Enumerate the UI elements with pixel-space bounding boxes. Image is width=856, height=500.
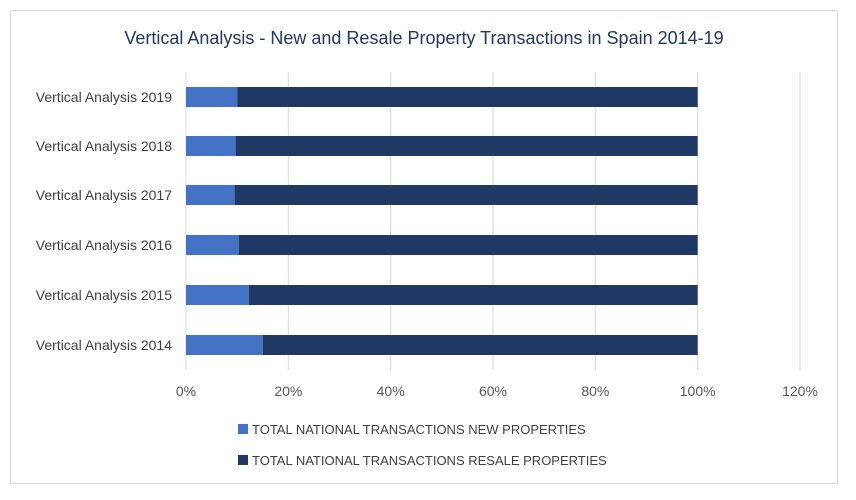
- legend: TOTAL NATIONAL TRANSACTIONS NEW PROPERTI…: [238, 422, 607, 468]
- bar-new-properties: [186, 285, 249, 305]
- bar-new-properties: [186, 136, 236, 156]
- x-tick-label: 20%: [274, 383, 302, 399]
- bars: [186, 87, 698, 355]
- chart-title: Vertical Analysis - New and Resale Prope…: [124, 28, 723, 48]
- x-tick-label: 80%: [581, 383, 609, 399]
- legend-swatch: [238, 455, 248, 465]
- legend-label: TOTAL NATIONAL TRANSACTIONS NEW PROPERTI…: [252, 422, 586, 437]
- bar-new-properties: [186, 235, 239, 255]
- bar-new-properties: [186, 335, 263, 355]
- category-label: Vertical Analysis 2018: [36, 138, 172, 154]
- category-labels: Vertical Analysis 2019 Vertical Analysis …: [36, 89, 172, 353]
- legend-swatch: [238, 424, 248, 434]
- bar-resale-properties: [262, 335, 698, 355]
- gridlines: [185, 72, 801, 370]
- bar-resale-properties: [238, 235, 698, 255]
- x-tick-label: 0%: [176, 383, 196, 399]
- x-tick-label: 40%: [377, 383, 405, 399]
- legend-label: TOTAL NATIONAL TRANSACTIONS RESALE PROPE…: [252, 453, 607, 468]
- bar-resale-properties: [235, 136, 698, 156]
- x-tick-label: 100%: [680, 383, 716, 399]
- bar-resale-properties: [248, 285, 698, 305]
- category-label: Vertical Analysis 2016: [36, 237, 172, 253]
- x-tick-label: 60%: [479, 383, 507, 399]
- category-label: Vertical Analysis 2015: [36, 287, 172, 303]
- x-tick-label: 120%: [782, 383, 818, 399]
- category-label: Vertical Analysis 2017: [36, 187, 172, 203]
- category-label: Vertical Analysis 2014: [36, 337, 172, 353]
- bar-resale-properties: [234, 185, 698, 205]
- bar-new-properties: [186, 87, 238, 107]
- bar-resale-properties: [237, 87, 698, 107]
- category-label: Vertical Analysis 2019: [36, 89, 172, 105]
- x-tick-labels: 0% 20% 40% 60% 80% 100% 120%: [176, 383, 818, 399]
- bar-new-properties: [186, 185, 235, 205]
